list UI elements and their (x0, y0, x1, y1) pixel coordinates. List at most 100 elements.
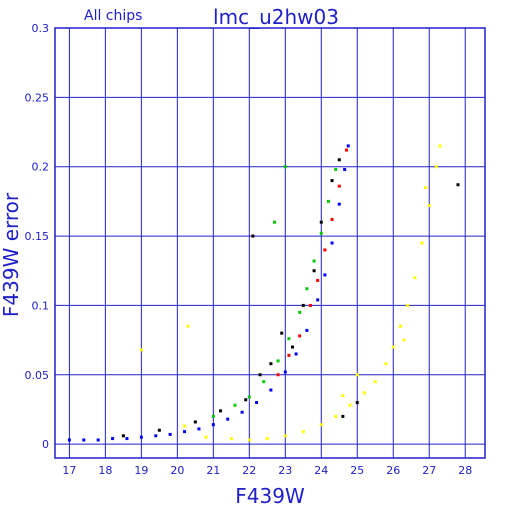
data-point (168, 432, 172, 436)
data-point (312, 259, 316, 263)
data-point (362, 391, 366, 395)
data-point (330, 241, 334, 245)
data-point (427, 204, 431, 208)
data-point (82, 438, 86, 442)
data-point (269, 388, 273, 392)
data-point (258, 373, 262, 377)
data-point (456, 183, 460, 187)
data-point (319, 423, 323, 427)
data-point (337, 202, 341, 206)
x-tick-label: 27 (422, 464, 436, 477)
y-tick-label: 0.2 (32, 161, 50, 174)
grid (55, 27, 485, 458)
data-point (272, 220, 276, 224)
data-point (121, 434, 125, 438)
y-tick-label: 0.15 (25, 230, 50, 243)
data-point (247, 395, 251, 399)
data-point (337, 158, 341, 162)
x-tick-label: 18 (98, 464, 112, 477)
y-tick-label: 0.05 (25, 369, 50, 382)
data-point (301, 430, 305, 434)
data-point (111, 437, 115, 441)
data-point (305, 328, 309, 332)
data-point (154, 434, 158, 438)
data-point (330, 217, 334, 221)
x-tick-label: 17 (62, 464, 76, 477)
data-point (355, 373, 359, 377)
data-point (269, 362, 273, 366)
data-point (330, 179, 334, 183)
data-point (265, 437, 269, 441)
data-point (334, 167, 338, 171)
x-tick-label: 24 (314, 464, 328, 477)
data-point (244, 398, 248, 402)
data-point (240, 410, 244, 414)
series-0 (67, 144, 350, 442)
x-tick-label: 21 (206, 464, 220, 477)
data-point (438, 144, 442, 148)
x-axis-label: F439W (235, 484, 305, 508)
y-tick-label: 0.1 (32, 299, 50, 312)
data-point (355, 401, 359, 405)
data-point (96, 438, 100, 442)
tick-labels: 17 18 19 20 21 22 23 24 25 26 27 28 0 0.05 0.1 0.15 0.2 0… (25, 22, 473, 477)
series-4 (139, 144, 442, 442)
data-point (283, 165, 287, 169)
data-point (424, 186, 428, 190)
data-point (341, 394, 345, 398)
data-point (67, 438, 71, 442)
data-point (139, 435, 143, 439)
y-axis-label: F439W error (0, 192, 23, 317)
data-point (312, 269, 316, 273)
x-tick-label: 25 (350, 464, 364, 477)
x-tick-label: 22 (242, 464, 256, 477)
data-point (301, 303, 305, 307)
data-point (308, 303, 312, 307)
data-point (420, 241, 424, 245)
data-point (219, 409, 223, 413)
data-point (233, 403, 237, 407)
x-tick-label: 20 (170, 464, 184, 477)
y-tick-label: 0.25 (25, 91, 50, 104)
data-point (125, 437, 129, 441)
data-point (290, 345, 294, 349)
data-points (67, 144, 460, 442)
data-point (337, 184, 341, 188)
series-3 (121, 158, 460, 438)
data-point (305, 287, 309, 291)
data-point (276, 373, 280, 377)
data-point (276, 359, 280, 363)
data-point (323, 248, 327, 252)
data-point (186, 324, 190, 328)
data-point (348, 403, 352, 407)
data-point (262, 380, 266, 384)
series-2 (211, 165, 338, 418)
data-point (287, 353, 291, 357)
data-point (391, 345, 395, 349)
y-tick-label: 0 (42, 438, 49, 451)
data-point (157, 428, 161, 432)
data-point (346, 144, 350, 148)
data-point (373, 380, 377, 384)
data-point (402, 338, 406, 342)
data-point (319, 231, 323, 235)
data-point (183, 424, 187, 428)
data-point (211, 423, 215, 427)
data-point (251, 234, 255, 238)
data-point (226, 417, 230, 421)
data-point (283, 434, 287, 438)
data-point (193, 420, 197, 424)
data-point (319, 220, 323, 224)
data-point (283, 370, 287, 374)
data-point (316, 298, 320, 302)
data-point (139, 348, 143, 352)
x-tick-label: 23 (278, 464, 292, 477)
data-point (406, 303, 410, 307)
y-tick-label: 0.3 (32, 22, 50, 35)
data-point (384, 362, 388, 366)
series-1 (276, 148, 348, 377)
data-point (280, 331, 284, 335)
x-tick-label: 26 (386, 464, 400, 477)
data-point (183, 430, 187, 434)
